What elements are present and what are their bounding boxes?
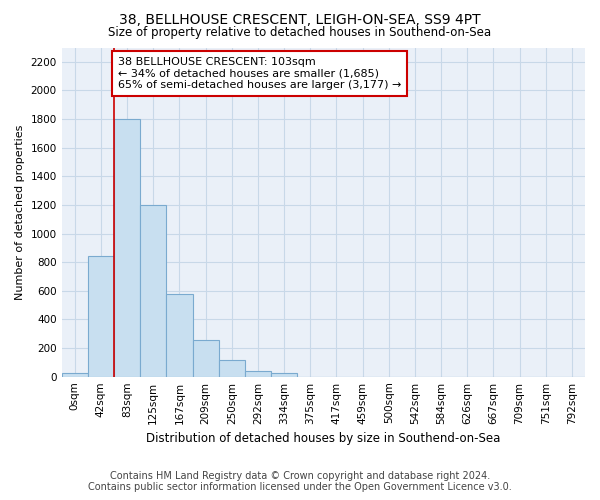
- Bar: [218, 360, 245, 376]
- Text: 38, BELLHOUSE CRESCENT, LEIGH-ON-SEA, SS9 4PT: 38, BELLHOUSE CRESCENT, LEIGH-ON-SEA, SS…: [119, 12, 481, 26]
- Text: Contains HM Land Registry data © Crown copyright and database right 2024.
Contai: Contains HM Land Registry data © Crown c…: [88, 471, 512, 492]
- Bar: [140, 205, 166, 376]
- Bar: [114, 119, 140, 376]
- X-axis label: Distribution of detached houses by size in Southend-on-Sea: Distribution of detached houses by size …: [146, 432, 500, 445]
- Bar: [245, 371, 271, 376]
- Text: Size of property relative to detached houses in Southend-on-Sea: Size of property relative to detached ho…: [109, 26, 491, 39]
- Bar: [193, 340, 218, 376]
- Bar: [88, 256, 114, 376]
- Bar: [166, 294, 193, 376]
- Bar: [62, 373, 88, 376]
- Y-axis label: Number of detached properties: Number of detached properties: [15, 124, 25, 300]
- Bar: [271, 373, 297, 376]
- Text: 38 BELLHOUSE CRESCENT: 103sqm
← 34% of detached houses are smaller (1,685)
65% o: 38 BELLHOUSE CRESCENT: 103sqm ← 34% of d…: [118, 57, 401, 90]
